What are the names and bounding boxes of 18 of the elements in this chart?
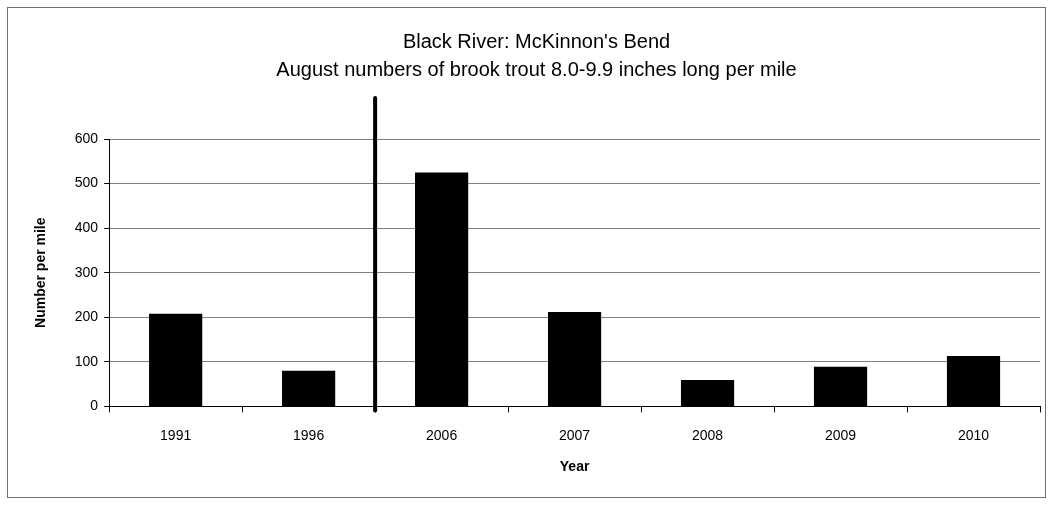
chart-subtitle: August numbers of brook trout 8.0-9.9 inches long per mile (276, 57, 797, 80)
x-tick-label: 2007 (559, 426, 591, 443)
y-tick-label: 400 (74, 218, 99, 235)
x-axis-title: Year (559, 458, 590, 475)
y-tick-label: 500 (74, 174, 99, 191)
chart-title: Black River: McKinnon's Bend (402, 29, 671, 52)
y-tick-label: 0 (90, 397, 99, 414)
y-tick-label: 100 (74, 352, 99, 369)
x-tick-label: 2008 (691, 426, 724, 443)
x-tick-label: 1991 (160, 426, 192, 443)
x-tick-label: 1996 (293, 426, 325, 443)
y-tick-label: 600 (74, 129, 99, 146)
y-tick-label: 300 (74, 263, 99, 280)
y-axis-title: Number per mile (32, 217, 49, 328)
y-tick-label: 200 (74, 308, 99, 325)
x-tick-label: 2006 (426, 426, 458, 443)
x-tick-label: 2009 (824, 426, 857, 443)
x-tick-label: 2010 (957, 426, 990, 443)
